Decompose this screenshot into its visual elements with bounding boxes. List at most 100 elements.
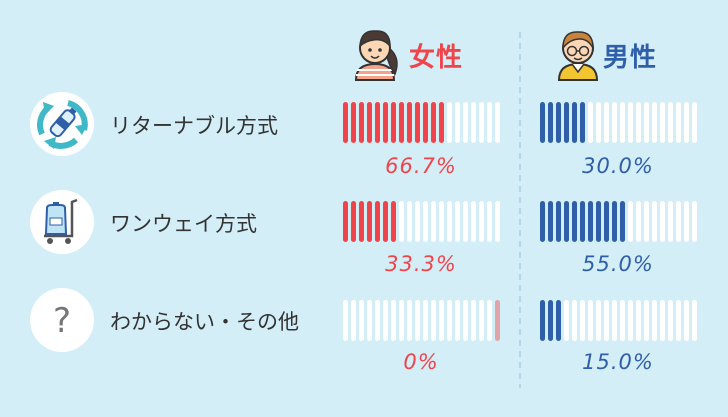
female-bar-other-segment-18 xyxy=(479,300,484,341)
female-bar-oneway-segment-15 xyxy=(455,201,460,242)
female-bar-returnable-segment-3 xyxy=(359,102,364,143)
female-bar-oneway-segment-11 xyxy=(423,201,428,242)
female-bar-oneway-segment-17 xyxy=(471,201,476,242)
female-bar-oneway-segment-4 xyxy=(367,201,372,242)
male-bar-oneway-segment-7 xyxy=(588,201,593,242)
male-bar-returnable-segment-6 xyxy=(580,102,585,143)
female-bar-other-segment-13 xyxy=(439,300,444,341)
svg-text:?: ? xyxy=(53,301,71,341)
female-bar-oneway-segment-3 xyxy=(359,201,364,242)
female-bar-oneway-segment-12 xyxy=(431,201,436,242)
female-bar-returnable-segment-6 xyxy=(383,102,388,143)
question-icon: ? xyxy=(30,288,94,352)
male-bar-oneway-segment-18 xyxy=(676,201,681,242)
male-bar-returnable-segment-7 xyxy=(588,102,593,143)
male-bar-other-segment-1 xyxy=(540,300,545,341)
female-bar-oneway-segment-6 xyxy=(383,201,388,242)
bar-layer xyxy=(343,102,697,341)
legend-male-label: 男性 xyxy=(603,43,658,73)
male-bar-oneway-segment-13 xyxy=(636,201,641,242)
female-bar-returnable-segment-4 xyxy=(367,102,372,143)
female-bar-other-segment-19 xyxy=(487,300,492,341)
female-bar-oneway-segment-18 xyxy=(479,201,484,242)
male-bar-returnable-segment-3 xyxy=(556,102,561,143)
male-bar-returnable-segment-12 xyxy=(628,102,633,143)
male-bar-other-segment-4 xyxy=(564,300,569,341)
recycle-bottle-icon xyxy=(30,92,94,156)
male-bar-other-segment-13 xyxy=(636,300,641,341)
boy-icon xyxy=(557,31,599,81)
male-bar-returnable-segment-1 xyxy=(540,102,545,143)
female-data-label-other: 0% xyxy=(403,350,439,374)
female-bar-other-segment-3 xyxy=(359,300,364,341)
female-bar-oneway-segment-20 xyxy=(495,201,500,242)
male-bar-oneway-segment-1 xyxy=(540,201,545,242)
male-bar-oneway-segment-2 xyxy=(548,201,553,242)
female-bar-returnable-segment-19 xyxy=(487,102,492,143)
category-label-other: わからない・その他 xyxy=(110,310,299,334)
male-bar-oneway-segment-8 xyxy=(596,201,601,242)
female-bar-returnable-segment-16 xyxy=(463,102,468,143)
male-bar-other-segment-10 xyxy=(612,300,617,341)
male-bar-oneway-segment-3 xyxy=(556,201,561,242)
female-bar-other-segment-2 xyxy=(351,300,356,341)
female-bar-oneway-segment-1 xyxy=(343,201,348,242)
legend-female-label: 女性 xyxy=(409,43,464,73)
male-data-label-returnable: 30.0% xyxy=(582,154,654,178)
female-bar-oneway-segment-5 xyxy=(375,201,380,242)
male-bar-other-segment-5 xyxy=(572,300,577,341)
male-bar-oneway-segment-5 xyxy=(572,201,577,242)
category-label-returnable: リターナブル方式 xyxy=(110,114,278,138)
male-bar-returnable-segment-14 xyxy=(644,102,649,143)
male-bar-oneway-segment-10 xyxy=(612,201,617,242)
female-bar-other-segment-17 xyxy=(471,300,476,341)
female-bar-oneway-segment-13 xyxy=(439,201,444,242)
female-bar-oneway-segment-10 xyxy=(415,201,420,242)
male-bar-returnable-segment-4 xyxy=(564,102,569,143)
female-bar-other-segment-5 xyxy=(375,300,380,341)
male-bar-oneway-segment-14 xyxy=(644,201,649,242)
male-data-label-oneway: 55.0% xyxy=(582,252,654,276)
male-bar-other-segment-8 xyxy=(596,300,601,341)
girl-icon xyxy=(354,30,398,81)
male-bar-oneway-segment-15 xyxy=(652,201,657,242)
male-bar-other-segment-3 xyxy=(556,300,561,341)
female-bar-other-segment-20 xyxy=(495,300,500,341)
male-bar-other-segment-9 xyxy=(604,300,609,341)
male-bar-oneway-segment-6 xyxy=(580,201,585,242)
male-bar-oneway-segment-20 xyxy=(692,201,697,242)
female-bar-oneway-segment-14 xyxy=(447,201,452,242)
male-bar-other-segment-19 xyxy=(684,300,689,341)
female-bar-oneway-segment-19 xyxy=(487,201,492,242)
male-bar-returnable-segment-9 xyxy=(604,102,609,143)
female-bar-other-segment-15 xyxy=(455,300,460,341)
male-bar-other-segment-20 xyxy=(692,300,697,341)
female-bar-returnable-segment-20 xyxy=(495,102,500,143)
female-bar-other-segment-4 xyxy=(367,300,372,341)
female-bar-returnable-segment-8 xyxy=(399,102,404,143)
female-bar-returnable-segment-10 xyxy=(415,102,420,143)
male-bar-oneway-segment-4 xyxy=(564,201,569,242)
male-bar-oneway-segment-11 xyxy=(620,201,625,242)
female-bar-returnable-segment-2 xyxy=(351,102,356,143)
male-bar-returnable-segment-19 xyxy=(684,102,689,143)
male-bar-other-segment-14 xyxy=(644,300,649,341)
female-bar-returnable-segment-15 xyxy=(455,102,460,143)
female-data-label-returnable: 66.7% xyxy=(385,154,457,178)
female-bar-returnable-segment-1 xyxy=(343,102,348,143)
female-bar-oneway-segment-8 xyxy=(399,201,404,242)
male-bar-other-segment-7 xyxy=(588,300,593,341)
category-label-oneway: ワンウェイ方式 xyxy=(110,212,257,236)
female-bar-other-segment-14 xyxy=(447,300,452,341)
male-bar-returnable-segment-5 xyxy=(572,102,577,143)
female-bar-other-segment-10 xyxy=(415,300,420,341)
male-bar-oneway-segment-17 xyxy=(668,201,673,242)
female-bar-returnable-segment-14 xyxy=(447,102,452,143)
male-bar-other-segment-11 xyxy=(620,300,625,341)
male-bar-returnable-segment-11 xyxy=(620,102,625,143)
male-bar-other-segment-15 xyxy=(652,300,657,341)
female-bar-returnable-segment-17 xyxy=(471,102,476,143)
male-bar-other-segment-17 xyxy=(668,300,673,341)
